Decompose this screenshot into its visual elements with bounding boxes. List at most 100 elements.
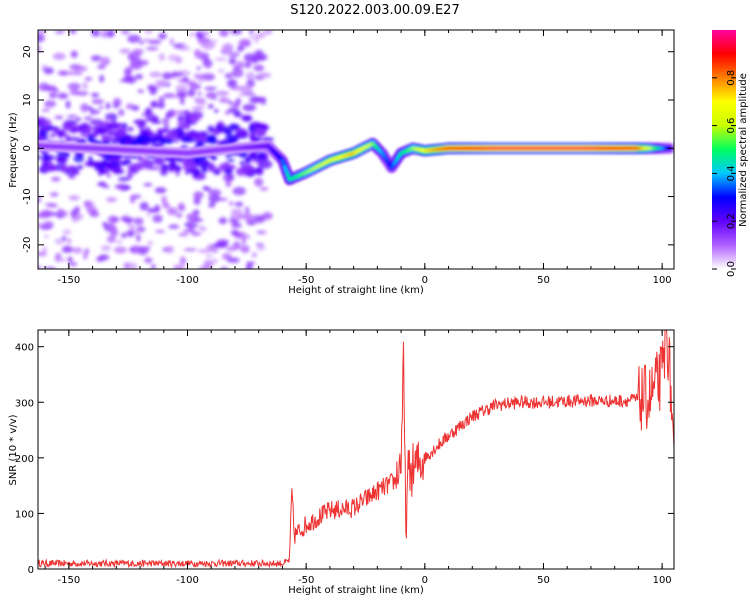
noise-blob <box>46 126 60 130</box>
noise-blob <box>196 66 201 70</box>
noise-blob <box>112 97 122 107</box>
noise-blob <box>66 71 80 75</box>
noise-blob <box>136 226 146 233</box>
noise-blob <box>127 34 141 43</box>
noise-blob <box>150 100 159 108</box>
x-tick-label: 0 <box>422 575 428 586</box>
noise-blob <box>158 96 166 104</box>
noise-blob <box>245 234 251 240</box>
colorbar-label: Normalized spectral amplitude <box>738 73 749 227</box>
noise-blob <box>196 30 203 40</box>
noise-blob <box>211 243 222 249</box>
noise-blob <box>260 96 267 105</box>
noise-blob <box>173 264 185 269</box>
noise-blob <box>189 83 201 90</box>
noise-blob <box>90 55 102 62</box>
x-tick-label: -100 <box>176 275 199 286</box>
noise-blob <box>99 75 105 83</box>
noise-blob <box>135 74 144 80</box>
noise-blob <box>133 217 144 226</box>
spectrogram-image <box>38 30 674 269</box>
noise-blob <box>80 103 89 113</box>
noise-blob <box>201 40 215 50</box>
colorbar: 0.0 0.2 0.4 0.6 0.8 Normalized spectral ampl… <box>712 30 749 277</box>
noise-blob <box>109 161 121 168</box>
noise-blob <box>127 127 134 132</box>
noise-blob <box>229 51 237 59</box>
noise-blob <box>179 256 187 265</box>
noise-blob <box>127 170 133 180</box>
noise-blob <box>75 117 82 122</box>
snr-frame <box>37 329 675 570</box>
noise-blob <box>257 72 272 78</box>
y-tick-label: -10 <box>22 188 33 204</box>
noise-blob <box>240 132 249 138</box>
noise-blob <box>203 260 214 268</box>
noise-blob <box>141 161 154 166</box>
noise-blob <box>120 160 128 166</box>
x-tick-label: -100 <box>176 575 199 586</box>
noise-blob <box>91 92 100 98</box>
noise-blob <box>260 124 270 131</box>
noise-blob <box>249 30 254 35</box>
noise-blob <box>57 92 69 100</box>
noise-blob <box>212 258 219 264</box>
noise-blob <box>47 167 60 171</box>
noise-blob <box>102 184 110 189</box>
noise-blob <box>161 118 170 124</box>
noise-blob <box>61 235 67 242</box>
noise-blob <box>40 209 53 218</box>
noise-blob <box>158 32 167 40</box>
noise-blob <box>163 93 176 99</box>
noise-blob <box>224 110 231 115</box>
noise-blob <box>38 196 42 203</box>
noise-blob <box>108 224 117 230</box>
noise-blob <box>152 115 159 124</box>
noise-blob <box>248 125 254 133</box>
noise-blob <box>68 195 80 201</box>
noise-blob <box>67 136 81 142</box>
noise-blob <box>157 101 165 109</box>
noise-blob <box>128 223 136 232</box>
noise-blob <box>114 184 125 189</box>
noise-blob <box>74 206 80 214</box>
noise-blob <box>228 101 233 105</box>
colorbar-tick-label: 0.4 <box>726 165 737 181</box>
noise-blob <box>214 109 219 113</box>
noise-blob <box>68 175 76 179</box>
noise-blob <box>222 164 237 170</box>
noise-blob <box>91 30 101 37</box>
noise-blob <box>226 174 233 178</box>
noise-blob <box>158 133 163 137</box>
noise-blob <box>244 216 256 223</box>
noise-blob <box>170 139 180 143</box>
noise-blob <box>84 248 90 255</box>
spectrogram-frame <box>37 29 675 270</box>
noise-blob <box>193 191 204 200</box>
noise-blob <box>144 107 153 116</box>
noise-blob <box>218 97 230 103</box>
noise-blob <box>230 30 243 35</box>
noise-blob <box>165 245 174 254</box>
noise-blob <box>220 266 229 269</box>
noise-blob <box>42 221 54 230</box>
noise-blob <box>244 61 252 69</box>
noise-blob <box>170 72 184 77</box>
noise-blob <box>191 218 204 223</box>
noise-speckle <box>38 30 274 269</box>
noise-blob <box>183 125 191 130</box>
noise-blob <box>38 265 42 269</box>
noise-blob <box>191 134 204 139</box>
noise-blob <box>228 107 236 114</box>
noise-blob <box>125 103 134 110</box>
snr-ticks: -150 -100 -50 0 50 100 0 100 200 300 400 <box>15 330 674 586</box>
noise-blob <box>84 116 93 120</box>
noise-blob <box>49 134 56 138</box>
noise-blob <box>232 186 246 196</box>
noise-blob <box>91 98 105 105</box>
noise-blob <box>147 208 155 212</box>
noise-blob <box>218 68 225 73</box>
noise-blob <box>120 232 127 238</box>
